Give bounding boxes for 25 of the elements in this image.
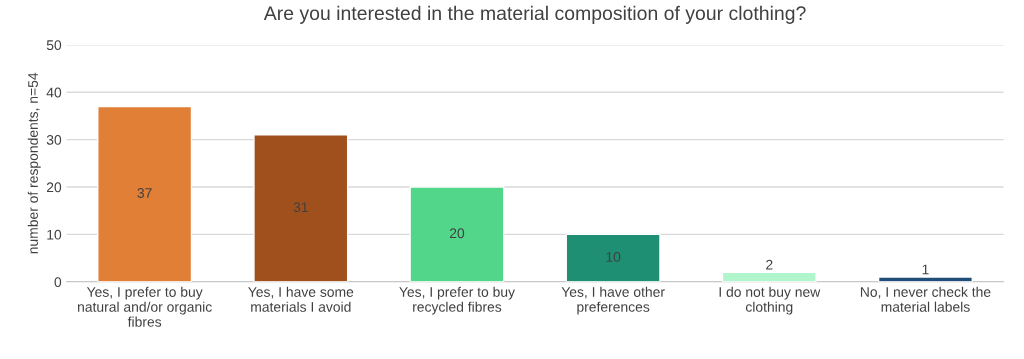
bar (877, 276, 973, 282)
bar (97, 105, 193, 282)
y-tick-label: 50 (46, 40, 62, 51)
y-tick-label: 0 (54, 277, 62, 287)
data-label: 31 (293, 202, 308, 213)
data-label: 2 (766, 259, 773, 270)
x-tick-label: Yes, I have some materials I avoid (248, 286, 354, 312)
data-label: 20 (449, 228, 465, 239)
x-tick-label: I do not buy new clothing (719, 286, 821, 315)
y-tick-label: 30 (46, 134, 62, 145)
y-tick-label: 40 (46, 87, 62, 98)
x-tick-label: Yes, I prefer to buy recycled fibres (399, 286, 515, 315)
x-tick-label: No, I never check the material labels (860, 286, 991, 312)
bar (565, 233, 661, 282)
data-label: 1 (922, 264, 929, 275)
bar (253, 134, 349, 282)
y-tick-label: 20 (46, 182, 62, 193)
data-label: 10 (606, 252, 621, 262)
data-label: 37 (137, 188, 152, 198)
y-tick-label: 10 (47, 229, 62, 240)
bar (409, 186, 505, 282)
x-tick-label: Yes, I prefer to buy natural and/or organic fibres (78, 286, 212, 327)
chart-title: Are you interested in the material composition of your clothing? (263, 5, 806, 24)
x-tick-label: Yes, I have other preferences (561, 286, 665, 315)
y-axis-title: number of respondents, n=54 (27, 72, 41, 254)
